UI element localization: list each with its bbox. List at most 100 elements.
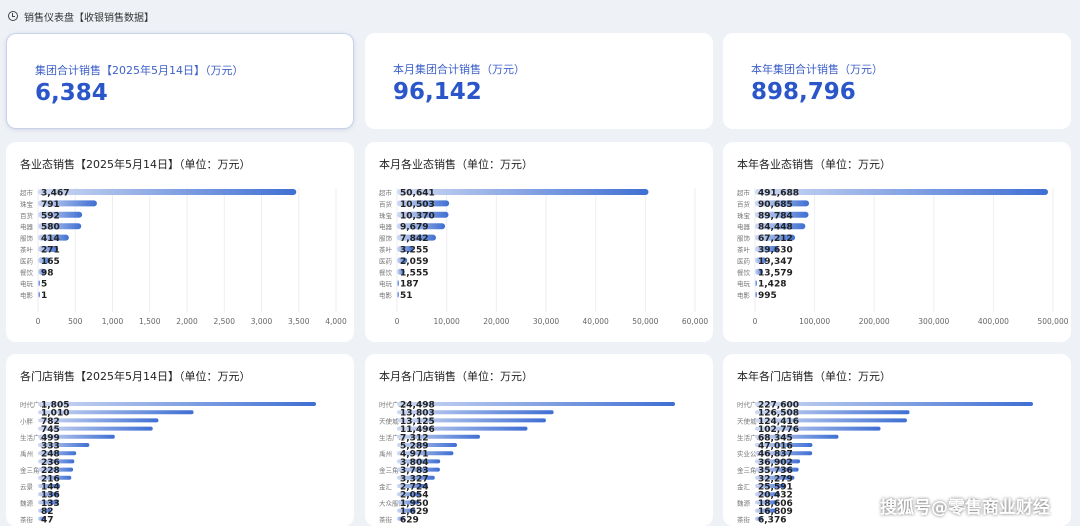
category-label: 超市 bbox=[737, 188, 751, 197]
category-label: 服饰 bbox=[20, 234, 34, 243]
value-label: 19,347 bbox=[758, 257, 793, 267]
x-tick-label: 3,000 bbox=[251, 317, 273, 326]
category-label: 茶街 bbox=[379, 515, 393, 524]
value-label: 165 bbox=[41, 257, 60, 267]
bar bbox=[38, 459, 75, 464]
category-label: 电器 bbox=[20, 222, 34, 231]
bar bbox=[397, 200, 450, 207]
value-label: 1,950 bbox=[400, 499, 428, 509]
value-label: 1,555 bbox=[400, 268, 428, 278]
x-tick-label: 20,000 bbox=[483, 317, 509, 326]
category-label: 医药 bbox=[20, 256, 34, 265]
bar bbox=[397, 434, 480, 439]
x-tick-label: 2,000 bbox=[176, 317, 198, 326]
category-label: 茶叶 bbox=[737, 245, 751, 254]
value-label: 136 bbox=[41, 491, 60, 501]
bar bbox=[38, 508, 51, 513]
kpi-card-year[interactable]: 本年集团合计销售（万元） 898,796 bbox=[723, 33, 1071, 129]
value-label: 39,630 bbox=[758, 246, 793, 256]
value-label: 47,016 bbox=[758, 442, 793, 452]
clock-icon bbox=[8, 11, 18, 21]
bar bbox=[38, 246, 59, 252]
value-label: 2,059 bbox=[400, 257, 428, 267]
kpi-value: 898,796 bbox=[751, 79, 856, 105]
value-label: 11,496 bbox=[400, 425, 435, 435]
bar bbox=[38, 451, 77, 456]
x-tick-label: 1,500 bbox=[139, 317, 161, 326]
value-label: 50,641 bbox=[400, 189, 435, 199]
value-label: 3,327 bbox=[400, 474, 428, 484]
value-label: 20,432 bbox=[758, 491, 793, 501]
category-label: 电玩 bbox=[737, 279, 751, 288]
bar bbox=[755, 246, 779, 252]
x-tick-label: 200,000 bbox=[859, 317, 890, 326]
value-label: 10,503 bbox=[400, 200, 435, 210]
kpi-label: 本年集团合计销售（万元） bbox=[751, 63, 883, 76]
bar bbox=[755, 443, 813, 447]
bar-chart: 0 10,000 20,000 30,000 40,000 50,000 60,000 超市 5… bbox=[379, 188, 708, 326]
value-label: 4,971 bbox=[400, 450, 428, 460]
kpi-value: 96,142 bbox=[393, 79, 482, 105]
value-label: 13,125 bbox=[400, 417, 435, 427]
chart-card-format-month: 0 10,000 20,000 30,000 40,000 50,000 60,000 超市 5… bbox=[365, 142, 713, 342]
x-tick-label: 400,000 bbox=[978, 317, 1009, 326]
bar bbox=[397, 257, 408, 264]
kpi-card-month[interactable]: 本月集团合计销售（万元） 96,142 bbox=[365, 33, 713, 129]
chart-card-store-year: 时代广场 227,600 126,508 天使城 124,416 102,776 生活广场 6… bbox=[723, 354, 1071, 526]
category-label: 禹州 bbox=[20, 450, 33, 458]
category-label: 生活广场 bbox=[737, 433, 764, 442]
chart-card-store-today: 时代广场 1,805 1,010 小胖 782 745 生活广场 499 333 禹州 248 236… bbox=[6, 354, 354, 526]
category-label: 餐饮 bbox=[20, 268, 34, 277]
chart-card-format-today: 0 500 1,000 1,500 2,000 2,500 3,000 3,500 4,000 超… bbox=[6, 142, 354, 342]
bar bbox=[755, 418, 907, 423]
value-label: 782 bbox=[41, 417, 60, 427]
chart-card-format-year: 0 100,000 200,000 300,000 400,000 500,000 超市 49… bbox=[723, 142, 1071, 342]
bar bbox=[38, 280, 40, 287]
value-label: 3,255 bbox=[400, 246, 428, 256]
bar bbox=[755, 410, 910, 415]
category-label: 魏源 bbox=[737, 498, 751, 507]
category-label: 云景 bbox=[20, 483, 34, 491]
value-label: 5,289 bbox=[400, 442, 428, 452]
category-label: 小胖 bbox=[20, 416, 34, 425]
value-label: 333 bbox=[41, 442, 60, 452]
bar bbox=[397, 492, 421, 497]
value-label: 133 bbox=[41, 499, 60, 509]
category-label: 百货 bbox=[20, 211, 34, 220]
bar bbox=[38, 189, 297, 195]
page-title: 销售仪表盘【收银销售数据】 bbox=[24, 12, 154, 24]
bar bbox=[38, 467, 74, 472]
bar bbox=[755, 268, 764, 275]
bar bbox=[755, 223, 806, 230]
value-label: 13,579 bbox=[758, 268, 793, 278]
bar bbox=[38, 492, 59, 497]
bar bbox=[397, 234, 436, 241]
category-label: 珠宝 bbox=[737, 211, 751, 220]
value-label: 1,805 bbox=[41, 401, 69, 411]
value-label: 18,606 bbox=[758, 499, 793, 509]
bar bbox=[397, 410, 554, 415]
value-label: 67,212 bbox=[758, 234, 793, 244]
top-bar: 销售仪表盘【收银销售数据】 bbox=[0, 0, 1080, 32]
value-label: 580 bbox=[41, 223, 60, 233]
bar bbox=[755, 257, 767, 264]
x-tick-label: 30,000 bbox=[533, 317, 559, 326]
bar bbox=[755, 280, 757, 287]
bar bbox=[38, 211, 83, 218]
value-label: 10,370 bbox=[400, 211, 435, 221]
value-label: 5 bbox=[41, 280, 47, 290]
category-label: 实业公司 bbox=[737, 449, 763, 458]
x-tick-label: 100,000 bbox=[799, 317, 830, 326]
category-label: 金汇 bbox=[737, 482, 751, 491]
bar bbox=[755, 402, 1033, 406]
bar bbox=[38, 223, 82, 230]
category-label: 茶街 bbox=[20, 515, 34, 524]
kpi-card-today[interactable]: 集团合计销售【2025年5月14日】（万元） 6,384 bbox=[6, 33, 354, 129]
bar bbox=[38, 402, 316, 406]
category-label: 电器 bbox=[737, 222, 751, 231]
bar bbox=[397, 291, 399, 298]
bar bbox=[38, 516, 46, 521]
bar bbox=[397, 475, 435, 480]
value-label: 84,448 bbox=[758, 223, 793, 233]
